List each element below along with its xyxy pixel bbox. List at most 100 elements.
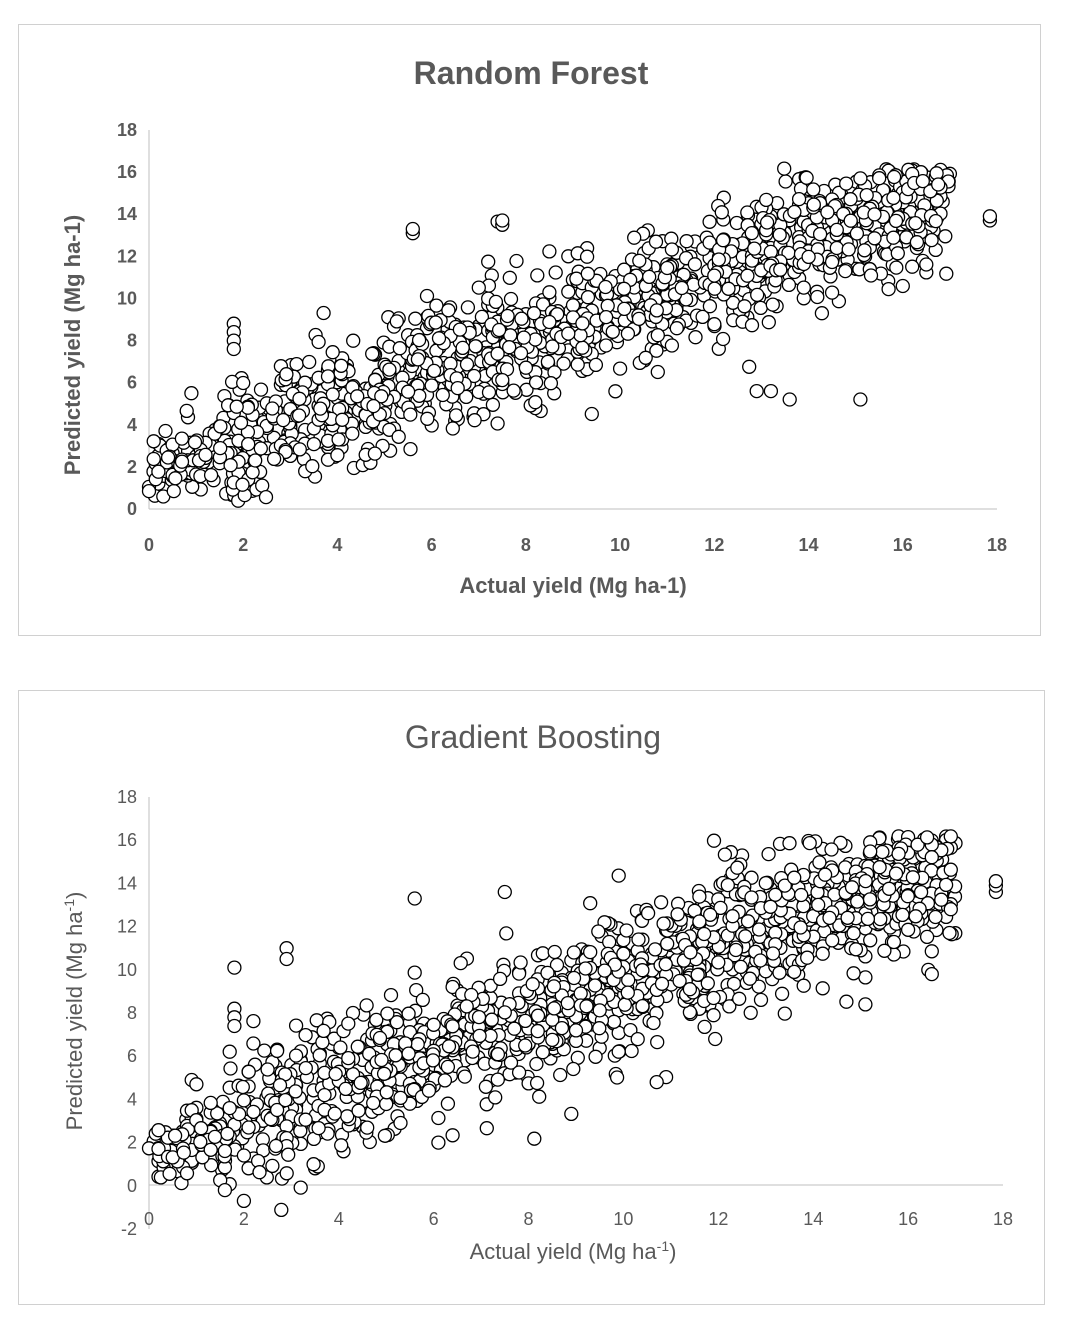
scatter-point [660, 260, 675, 276]
scatter-point [714, 205, 729, 220]
scatter-point [838, 263, 853, 279]
scatter-point [749, 383, 764, 399]
scatter-point [881, 881, 897, 896]
scatter-point [573, 328, 588, 343]
scatter-point [229, 399, 244, 414]
scatter-point [542, 244, 557, 259]
x-axis-label: Actual yield (Mg ha-1) [470, 1238, 677, 1264]
scatter-point [407, 965, 422, 980]
scatter-point [353, 1075, 368, 1091]
scatter-point [532, 1089, 547, 1104]
scatter-point [306, 1157, 321, 1172]
scatter-point [829, 222, 844, 238]
scatter-point [863, 844, 878, 859]
scatter-point [474, 309, 490, 325]
scatter-point [545, 1032, 560, 1048]
scatter-point [207, 1129, 223, 1145]
scatter-point [687, 257, 703, 272]
scatter-point [311, 1120, 326, 1136]
scatter-point [311, 334, 326, 350]
scatter-point [742, 359, 757, 374]
scatter-point [606, 1014, 622, 1029]
scatter-point [815, 946, 830, 961]
scatter-point [341, 1016, 356, 1031]
scatter-point [611, 1044, 626, 1059]
scatter-point [988, 874, 1004, 889]
scatter-point [459, 357, 475, 372]
y-tick-label: -2 [121, 1219, 137, 1239]
scatter-point [431, 331, 447, 346]
scatter-point [592, 1021, 607, 1036]
scatter-point [420, 411, 435, 426]
x-tick-label: 0 [144, 535, 154, 555]
x-tick-label: 18 [993, 1209, 1013, 1229]
scatter-point [529, 1075, 545, 1091]
x-tick-label: 6 [429, 1209, 439, 1229]
scatter-point [437, 1073, 453, 1088]
scatter-point [497, 884, 512, 900]
scatter-point [445, 421, 460, 436]
scatter-point [773, 262, 788, 277]
scatter-point [588, 357, 604, 373]
scatter-point [506, 383, 521, 398]
scatter-point [503, 291, 519, 307]
scatter-point [457, 1069, 472, 1084]
scatter-point [141, 483, 157, 499]
scatter-point [518, 1013, 533, 1029]
scatter-point [743, 1005, 758, 1020]
scatter-point [236, 1193, 252, 1209]
x-tick-label: 0 [144, 1209, 154, 1229]
scatter-point [376, 1066, 392, 1081]
scatter-point [245, 465, 260, 480]
gradient-boosting-chart-panel: Gradient Boosting -2 0 2 4 6 8 10 12 14 16 18 0 2 4 6… [18, 690, 1045, 1305]
scatter-point [481, 254, 496, 269]
gradient-boosting-chart: Gradient Boosting -2 0 2 4 6 8 10 12 14 16 18 0 2 4 6… [61, 719, 1013, 1264]
scatter-point [556, 356, 571, 371]
scatter-point [276, 412, 291, 428]
scatter-point [502, 340, 517, 355]
scatter-point [341, 1050, 356, 1066]
scatter-point [697, 1019, 712, 1035]
scatter-point [728, 942, 744, 958]
scatter-point [753, 953, 768, 968]
scatter-point [401, 1006, 416, 1021]
scatter-point [407, 891, 422, 906]
scatter-point [839, 994, 854, 1009]
scatter-point [679, 234, 694, 249]
scatter-point [849, 226, 865, 241]
scatter-point [597, 963, 612, 978]
scatter-point [753, 300, 768, 316]
scatter-point [857, 243, 872, 258]
scatter-point [204, 1158, 219, 1173]
scatter-point [650, 1034, 665, 1050]
scatter-point [570, 357, 585, 372]
scatter-point [806, 197, 821, 212]
scatter-point [924, 232, 939, 248]
scatter-point [554, 1020, 570, 1036]
scatter-point [778, 174, 793, 189]
y-axis-label: Predicted yield (Mg ha-1) [61, 892, 87, 1131]
scatter-point [305, 459, 320, 474]
scatter-point [236, 1148, 252, 1163]
scatter-point [579, 249, 595, 264]
scatter-point [372, 1030, 388, 1046]
scatter-point [174, 454, 190, 469]
scatter-point [333, 1040, 348, 1055]
scatter-point [335, 412, 350, 427]
scatter-point [481, 385, 497, 400]
scatter-point [389, 1015, 405, 1030]
scatter-point [905, 259, 920, 274]
scatter-point [720, 877, 735, 893]
scatter-point [782, 836, 797, 851]
scatter-point [765, 946, 781, 961]
scatter-point [246, 1036, 261, 1051]
scatter-point [715, 233, 731, 248]
scatter-point [730, 860, 745, 875]
scatter-point [938, 877, 954, 893]
scatter-point [513, 955, 528, 970]
scatter-point [360, 1120, 375, 1135]
scatter-point [707, 317, 722, 332]
scatter-point [542, 285, 557, 300]
scatter-point [781, 277, 797, 293]
scatter-point [491, 322, 507, 338]
